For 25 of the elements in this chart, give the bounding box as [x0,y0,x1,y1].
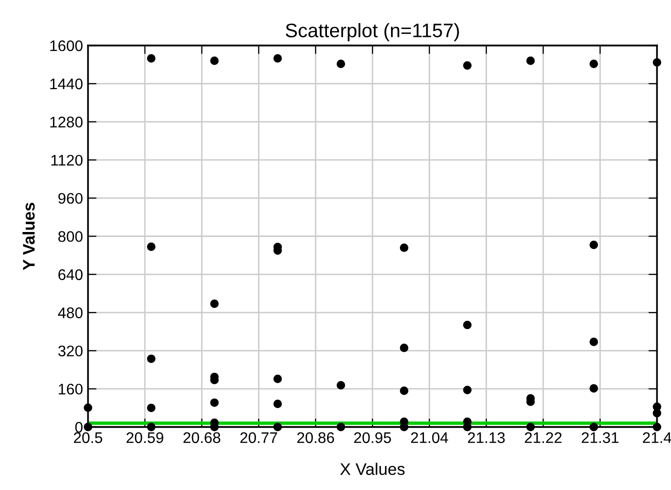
y-tick-label: 800 [58,231,83,242]
y-tick-label: 480 [58,307,83,318]
y-tick-label: 640 [58,269,83,280]
y-tick-label: 0 [75,422,83,433]
y-tick-label: 1600 [50,40,83,52]
x-tick-label: 20.68 [183,432,220,444]
y-tick-label: 960 [58,192,83,204]
y-tick-label: 1280 [50,116,83,128]
y-axis-title: Y Values [22,202,35,270]
x-axis-title: X Values [340,462,405,476]
x-tick-label: 20.77 [240,432,278,444]
y-tick-label: 1120 [51,154,83,166]
x-tick-label: 20.59 [126,432,164,444]
y-tick-label: 160 [58,384,83,395]
y-tick-label: 1440 [50,78,83,90]
x-tick-label: 21.04 [411,432,448,444]
x-tick-label: 21.13 [468,432,505,444]
x-tick-label: 21.4 [642,432,671,443]
y-tick-label: 320 [58,346,83,356]
x-tick-label: 20.95 [354,432,391,444]
x-tick-label: 21.22 [524,432,562,443]
x-tick-label: 21.31 [582,432,618,444]
x-tick-label: 20.86 [297,432,334,444]
x-tick-label: 20.5 [74,432,102,444]
chart-title: Scatterplot (n=1157) [286,23,459,42]
